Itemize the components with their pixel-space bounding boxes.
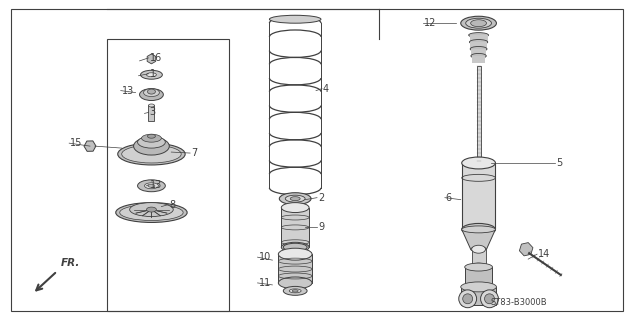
Text: 8: 8 <box>169 200 176 210</box>
Text: 10: 10 <box>259 252 271 262</box>
Circle shape <box>484 294 495 304</box>
Ellipse shape <box>466 18 491 28</box>
Circle shape <box>481 290 498 308</box>
Text: 13: 13 <box>150 180 162 190</box>
Ellipse shape <box>269 15 321 23</box>
Ellipse shape <box>278 248 312 260</box>
Text: 13: 13 <box>122 86 134 96</box>
Ellipse shape <box>283 243 307 251</box>
Ellipse shape <box>470 247 486 252</box>
Text: 7: 7 <box>191 148 197 158</box>
Ellipse shape <box>462 157 495 169</box>
Text: 2: 2 <box>318 193 324 203</box>
Ellipse shape <box>290 197 300 201</box>
Ellipse shape <box>146 73 157 77</box>
Ellipse shape <box>471 53 486 58</box>
Ellipse shape <box>141 70 162 79</box>
Text: 12: 12 <box>424 18 436 28</box>
Text: 3: 3 <box>150 108 155 117</box>
Ellipse shape <box>134 137 169 155</box>
Ellipse shape <box>281 203 309 212</box>
Ellipse shape <box>461 16 496 30</box>
Bar <box>471 49 486 56</box>
Text: 5: 5 <box>556 158 562 168</box>
Ellipse shape <box>472 263 486 271</box>
Ellipse shape <box>462 223 495 235</box>
Ellipse shape <box>472 245 486 253</box>
Ellipse shape <box>116 203 187 222</box>
Bar <box>477 66 481 163</box>
Bar <box>470 35 488 42</box>
Ellipse shape <box>465 263 493 271</box>
Ellipse shape <box>462 226 495 233</box>
Ellipse shape <box>139 89 164 100</box>
Ellipse shape <box>461 282 496 292</box>
Ellipse shape <box>289 289 301 293</box>
Ellipse shape <box>470 20 486 27</box>
Text: ST83-B3000B: ST83-B3000B <box>491 298 547 307</box>
Bar <box>278 254 312 283</box>
Ellipse shape <box>148 89 155 94</box>
Ellipse shape <box>146 207 157 212</box>
Ellipse shape <box>138 136 165 148</box>
Ellipse shape <box>138 180 165 192</box>
Bar <box>107 39 229 311</box>
Bar <box>461 287 496 305</box>
Ellipse shape <box>292 290 298 292</box>
Ellipse shape <box>469 40 488 44</box>
Ellipse shape <box>148 184 155 187</box>
Text: 16: 16 <box>150 53 162 63</box>
Bar <box>472 56 485 63</box>
Ellipse shape <box>122 145 181 163</box>
Bar <box>148 106 155 121</box>
Ellipse shape <box>469 33 489 37</box>
Ellipse shape <box>148 104 155 107</box>
Ellipse shape <box>285 195 305 202</box>
Bar <box>472 249 486 267</box>
Text: 14: 14 <box>538 249 550 259</box>
Circle shape <box>459 290 477 308</box>
Ellipse shape <box>280 193 311 204</box>
Ellipse shape <box>278 277 312 289</box>
Ellipse shape <box>283 286 307 295</box>
Bar <box>281 208 309 247</box>
Ellipse shape <box>120 204 183 220</box>
Text: 1: 1 <box>150 69 155 79</box>
Text: 6: 6 <box>446 193 452 203</box>
Text: 4: 4 <box>323 84 329 94</box>
Ellipse shape <box>470 46 487 52</box>
Polygon shape <box>462 229 495 249</box>
Bar <box>462 163 495 229</box>
Bar <box>465 267 493 295</box>
Ellipse shape <box>141 134 162 142</box>
Ellipse shape <box>148 134 155 138</box>
Ellipse shape <box>118 143 185 165</box>
Ellipse shape <box>129 203 173 217</box>
Text: 9: 9 <box>318 222 324 232</box>
Ellipse shape <box>145 183 158 189</box>
Text: FR.: FR. <box>61 258 81 268</box>
Circle shape <box>463 294 472 304</box>
Ellipse shape <box>143 89 159 97</box>
Text: 11: 11 <box>259 278 271 288</box>
Text: 15: 15 <box>70 138 82 148</box>
Ellipse shape <box>281 242 309 252</box>
Bar <box>470 42 487 49</box>
